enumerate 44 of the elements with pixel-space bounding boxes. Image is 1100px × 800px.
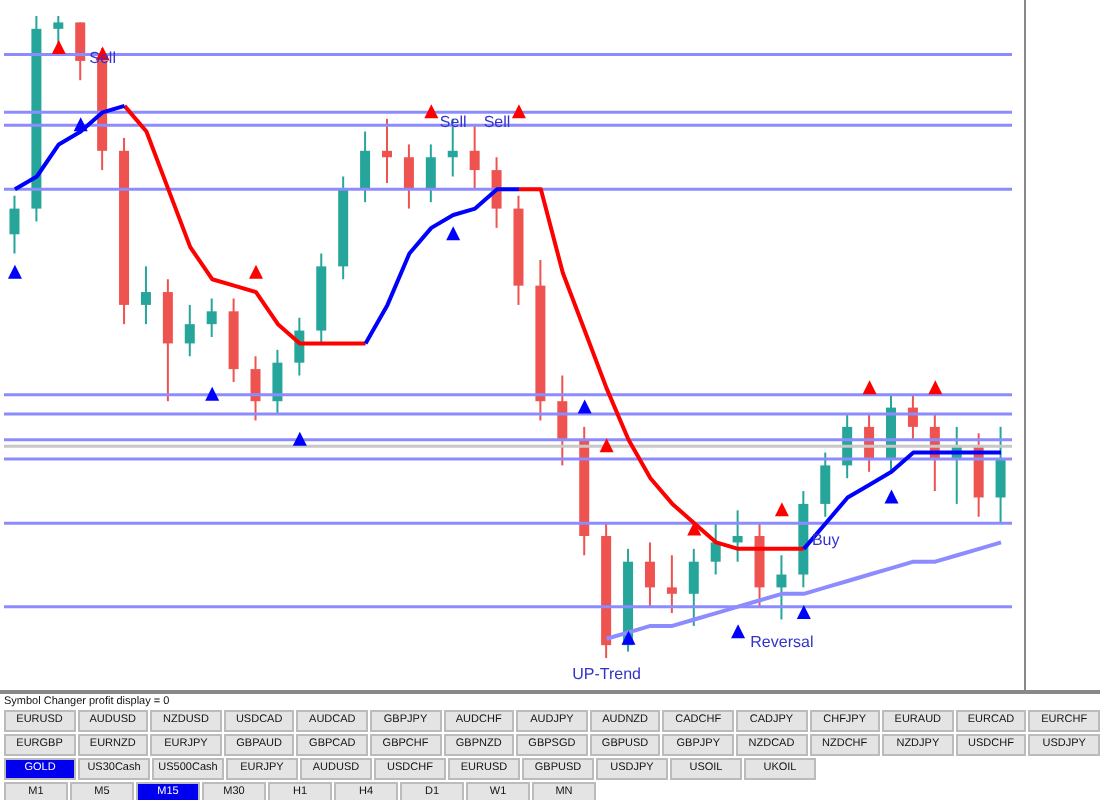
candlestick [250, 355, 261, 422]
candlestick [732, 509, 743, 563]
candlestick [776, 554, 787, 621]
point [424, 104, 439, 119]
candlestick [382, 117, 392, 184]
point [511, 104, 526, 119]
point [621, 630, 636, 645]
candlestick [469, 124, 480, 191]
point [577, 399, 592, 414]
candlestick [272, 348, 283, 416]
point [862, 380, 877, 395]
candlestick [184, 303, 195, 358]
candlestick [995, 425, 1006, 525]
point [796, 605, 811, 620]
point [599, 438, 614, 453]
annotation: Sell [89, 49, 117, 68]
annotation: Reversal [750, 633, 814, 652]
annotation: Sell [439, 113, 467, 132]
candlestick [206, 297, 217, 338]
point [7, 264, 22, 279]
candlestick [9, 194, 20, 255]
point [774, 502, 789, 517]
candlestick [403, 143, 414, 210]
point [73, 117, 88, 132]
point [884, 489, 899, 504]
point [731, 624, 746, 639]
candlestick [425, 143, 436, 204]
candlestick [820, 451, 831, 518]
candlestick [710, 522, 721, 576]
annotation: UP-Trend [572, 665, 641, 684]
candlestick [75, 21, 86, 82]
annotation: Buy [811, 530, 840, 549]
point [205, 386, 220, 401]
candlestick [140, 265, 151, 326]
candlestick [666, 554, 677, 615]
point [928, 380, 943, 395]
candlestick [644, 541, 655, 608]
candlestick [360, 130, 371, 204]
point [51, 40, 66, 55]
annotation: Sell [483, 113, 511, 132]
point [249, 264, 263, 279]
candlestick [688, 547, 699, 627]
point [446, 226, 461, 241]
point [292, 431, 307, 446]
